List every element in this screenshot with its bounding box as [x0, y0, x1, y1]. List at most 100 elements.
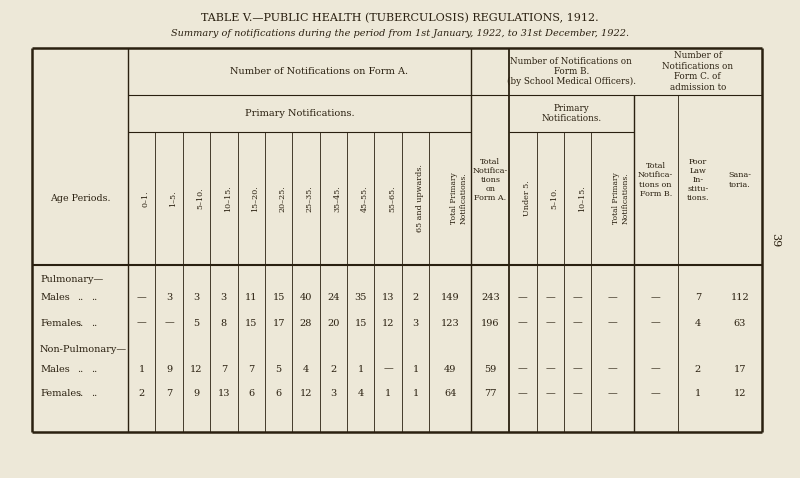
Text: —: —: [573, 390, 582, 399]
Text: —: —: [607, 293, 618, 303]
Text: 3: 3: [194, 293, 199, 303]
Text: 2: 2: [138, 390, 145, 399]
Text: —: —: [607, 318, 618, 327]
Text: 17: 17: [272, 318, 285, 327]
Text: Summary of notifications during the period from 1st January, 1922, to 31st Decem: Summary of notifications during the peri…: [171, 29, 629, 37]
Text: 4: 4: [358, 390, 364, 399]
Text: 1–5.: 1–5.: [169, 190, 177, 207]
Text: 1: 1: [412, 365, 418, 373]
Text: —: —: [573, 318, 582, 327]
Text: 8: 8: [221, 318, 227, 327]
Text: ..: ..: [91, 390, 98, 399]
Text: 63: 63: [734, 318, 746, 327]
Text: —: —: [573, 365, 582, 373]
Text: 35–45.: 35–45.: [334, 185, 342, 212]
Text: 3: 3: [412, 318, 418, 327]
Text: 11: 11: [245, 293, 258, 303]
Text: Total
Notifica-
tions on
Form B.: Total Notifica- tions on Form B.: [638, 162, 674, 198]
Text: —: —: [137, 318, 146, 327]
Text: 25–35.: 25–35.: [306, 185, 314, 212]
Text: Sana-
toria.: Sana- toria.: [728, 172, 751, 189]
Text: 7: 7: [694, 293, 701, 303]
Text: 45–55.: 45–55.: [361, 185, 369, 212]
Text: TABLE V.—PUBLIC HEALTH (TUBERCULOSIS) REGULATIONS, 1912.: TABLE V.—PUBLIC HEALTH (TUBERCULOSIS) RE…: [201, 13, 599, 23]
Text: —: —: [518, 318, 528, 327]
Text: —: —: [137, 293, 146, 303]
Text: 12: 12: [382, 318, 394, 327]
Text: 5: 5: [194, 318, 199, 327]
Text: —: —: [650, 390, 661, 399]
Text: ..: ..: [77, 293, 83, 303]
Text: 40: 40: [300, 293, 312, 303]
Text: 123: 123: [441, 318, 460, 327]
Text: —: —: [518, 293, 528, 303]
Text: 6: 6: [275, 390, 282, 399]
Text: —: —: [518, 365, 528, 373]
Text: Number of Notifications on Form A.: Number of Notifications on Form A.: [230, 67, 408, 76]
Text: —: —: [546, 365, 555, 373]
Text: 7: 7: [166, 390, 172, 399]
Text: —: —: [650, 365, 661, 373]
Text: ..: ..: [91, 318, 98, 327]
Text: Number of Notifications on
Form B.
(by School Medical Officers).: Number of Notifications on Form B. (by S…: [507, 56, 636, 87]
Text: 3: 3: [330, 390, 337, 399]
Text: 9: 9: [166, 365, 172, 373]
Text: Females: Females: [40, 318, 81, 327]
Text: 13: 13: [382, 293, 394, 303]
Text: ..: ..: [77, 318, 83, 327]
Text: 1: 1: [694, 390, 701, 399]
Text: ..: ..: [91, 365, 98, 373]
Text: Age Periods.: Age Periods.: [50, 194, 110, 203]
Text: —: —: [607, 390, 618, 399]
Text: 15: 15: [354, 318, 367, 327]
Text: 12: 12: [190, 365, 202, 373]
Text: 13: 13: [218, 390, 230, 399]
Text: 28: 28: [300, 318, 312, 327]
Text: 24: 24: [327, 293, 340, 303]
Text: 196: 196: [481, 318, 499, 327]
Text: 4: 4: [303, 365, 309, 373]
Text: 2: 2: [330, 365, 337, 373]
Text: 77: 77: [484, 390, 497, 399]
Text: 35: 35: [354, 293, 367, 303]
Text: ..: ..: [77, 390, 83, 399]
Text: 39: 39: [770, 233, 780, 247]
Text: 243: 243: [481, 293, 500, 303]
Text: Total Primary
Notifications.: Total Primary Notifications.: [613, 173, 630, 224]
Text: —: —: [518, 390, 528, 399]
Text: 65 and upwards.: 65 and upwards.: [415, 164, 423, 232]
Text: 1: 1: [358, 365, 364, 373]
Text: 64: 64: [444, 390, 457, 399]
Text: 9: 9: [194, 390, 199, 399]
Text: 55–65.: 55–65.: [388, 185, 396, 212]
Text: Poor
Law
In-
stitu-
tions.: Poor Law In- stitu- tions.: [686, 158, 709, 202]
Text: —: —: [383, 365, 393, 373]
Text: Pulmonary—: Pulmonary—: [40, 274, 103, 283]
Text: 0–1.: 0–1.: [142, 190, 150, 207]
Text: 17: 17: [734, 365, 746, 373]
Text: 20: 20: [327, 318, 339, 327]
Text: 12: 12: [734, 390, 746, 399]
Text: Non-Pulmonary—: Non-Pulmonary—: [40, 346, 127, 355]
Text: 7: 7: [221, 365, 227, 373]
Text: —: —: [573, 293, 582, 303]
Text: 2: 2: [412, 293, 418, 303]
Text: Primary
Notifications.: Primary Notifications.: [542, 104, 602, 123]
Text: 6: 6: [248, 390, 254, 399]
Text: —: —: [607, 365, 618, 373]
Text: 20–25.: 20–25.: [278, 185, 286, 212]
Text: —: —: [650, 293, 661, 303]
Text: 2: 2: [694, 365, 701, 373]
Text: 1: 1: [385, 390, 391, 399]
Text: 149: 149: [441, 293, 459, 303]
Text: —: —: [546, 293, 555, 303]
Text: 1: 1: [138, 365, 145, 373]
Text: Total
Notifica-
tions
on
Form A.: Total Notifica- tions on Form A.: [473, 158, 508, 202]
Text: 59: 59: [484, 365, 497, 373]
Text: Under 5.: Under 5.: [523, 181, 531, 217]
Text: 3: 3: [166, 293, 172, 303]
Text: 5: 5: [275, 365, 282, 373]
Text: 1: 1: [412, 390, 418, 399]
Text: Primary Notifications.: Primary Notifications.: [245, 109, 354, 118]
Text: 10–15.: 10–15.: [224, 185, 232, 212]
